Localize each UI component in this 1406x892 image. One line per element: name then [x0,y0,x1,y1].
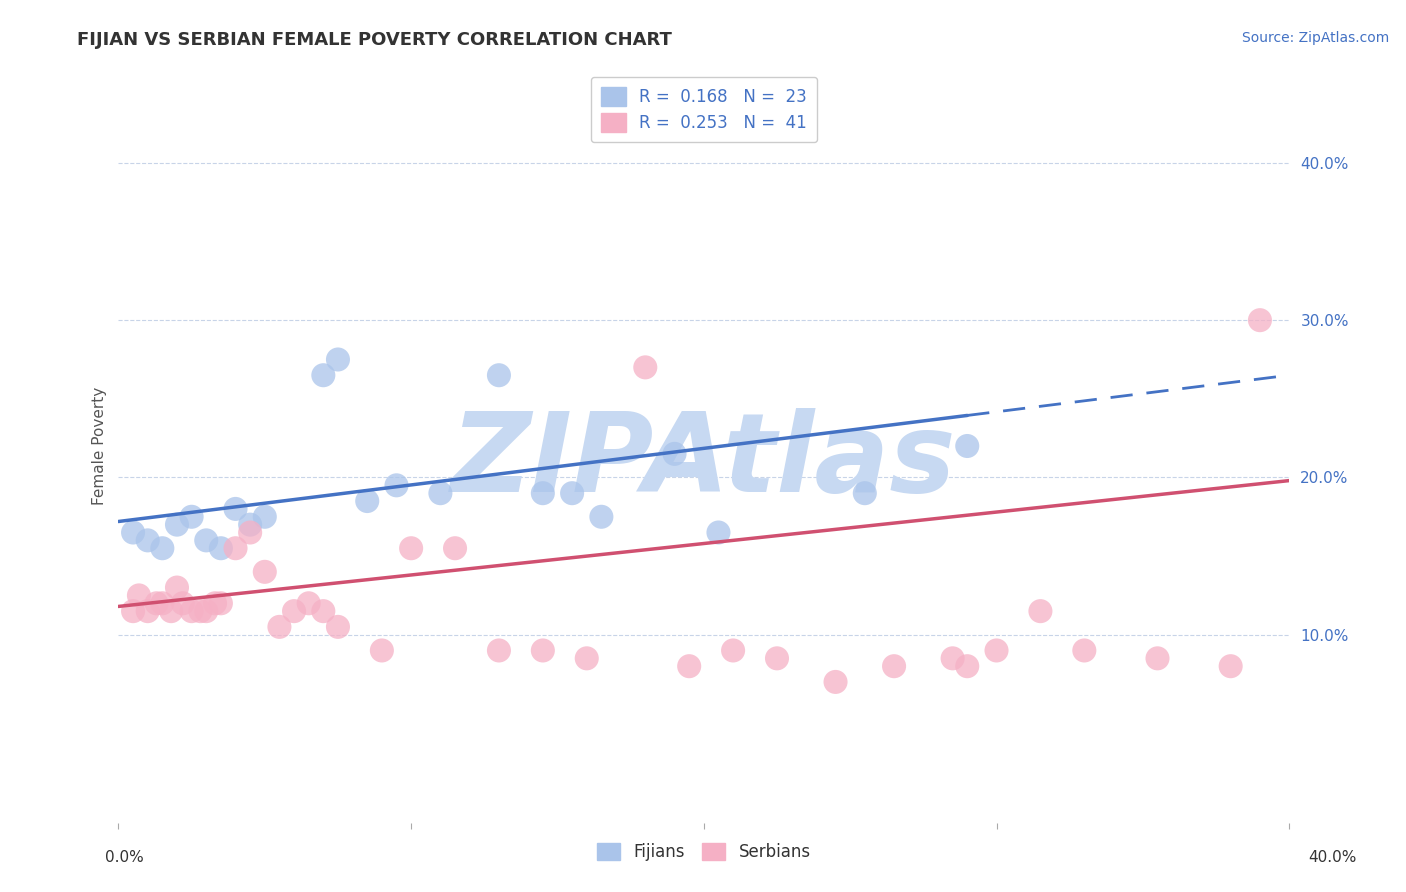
Point [531,643,554,657]
Point [1219,659,1241,673]
Point [1146,651,1168,665]
Point [225,541,247,556]
Point [824,674,846,689]
Point [664,447,686,461]
Point [150,596,173,610]
Point [122,604,145,618]
Text: FIJIAN VS SERBIAN FEMALE POVERTY CORRELATION CHART: FIJIAN VS SERBIAN FEMALE POVERTY CORRELA… [77,31,672,49]
Point [180,509,202,524]
Point [1249,313,1271,327]
Point [399,541,422,556]
Point [721,643,744,657]
Point [942,651,965,665]
Point [575,651,598,665]
Point [204,596,226,610]
Point [531,486,554,500]
Point [853,486,876,500]
Point [298,596,321,610]
Point [145,596,167,610]
Point [766,651,789,665]
Point [444,541,467,556]
Point [122,525,145,540]
Point [883,659,905,673]
Point [209,541,232,556]
Point [634,360,657,375]
Point [678,659,700,673]
Point [195,533,218,548]
Point [180,604,202,618]
Point [190,604,212,618]
Point [371,643,394,657]
Y-axis label: Female Poverty: Female Poverty [93,387,107,505]
Legend: R =  0.168   N =  23, R =  0.253   N =  41: R = 0.168 N = 23, R = 0.253 N = 41 [591,77,817,142]
Point [283,604,305,618]
Point [1073,643,1095,657]
Point [150,541,173,556]
Point [136,604,159,618]
Point [269,620,291,634]
Point [128,589,150,603]
Point [326,620,349,634]
Point [136,533,159,548]
Point [209,596,232,610]
Point [166,517,188,532]
Point [986,643,1008,657]
Point [488,643,510,657]
Point [326,352,349,367]
Text: 40.0%: 40.0% [1309,850,1357,865]
Point [253,565,276,579]
Text: 0.0%: 0.0% [105,850,145,865]
Point [956,659,979,673]
Point [429,486,451,500]
Point [312,604,335,618]
Point [239,525,262,540]
Point [239,517,262,532]
Point [356,494,378,508]
Point [956,439,979,453]
Point [172,596,194,610]
Point [195,604,218,618]
Point [707,525,730,540]
Point [166,581,188,595]
Point [253,509,276,524]
Point [591,509,613,524]
Point [488,368,510,383]
Point [312,368,335,383]
Point [561,486,583,500]
Text: Source: ZipAtlas.com: Source: ZipAtlas.com [1241,31,1389,45]
Point [160,604,183,618]
Point [385,478,408,492]
Point [225,502,247,516]
Text: ZIPAtlas: ZIPAtlas [451,408,956,515]
Point [1029,604,1052,618]
